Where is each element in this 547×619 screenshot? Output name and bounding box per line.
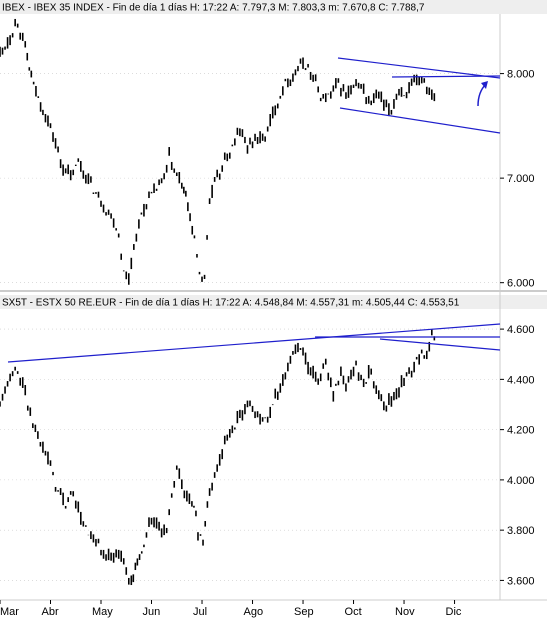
ibex-horizontal-resistance-line	[391, 75, 501, 78]
sx5t-gridlines	[0, 328, 500, 581]
sx5t-tick-label: 4.600	[507, 324, 535, 336]
sx5t-tick-label: 3.600	[507, 575, 535, 587]
ibex-gridlines	[0, 73, 500, 283]
month-label: Jul	[193, 606, 207, 618]
ibex-tick-label: 7.000	[507, 173, 535, 185]
sx5t-tick-label: 3.800	[507, 525, 535, 537]
month-label: Oct	[345, 606, 362, 618]
ibex-price-bars	[0, 18, 436, 285]
ibex-tick-label: 8.000	[507, 69, 535, 81]
month-label: Mar	[0, 606, 19, 618]
month-label: May	[92, 606, 113, 618]
sx5t-support-line	[379, 338, 501, 351]
sx5t-price-bars	[0, 329, 436, 586]
ibex-tick-label: 6.000	[507, 278, 535, 290]
month-labels: Mar Abr May Jun Jul Ago Sep Oct Nov Dic	[0, 600, 462, 618]
month-label: Abr	[42, 606, 59, 618]
month-label: Sep	[294, 606, 314, 618]
ibex-panel-header	[0, 0, 547, 14]
sx5t-tick-label: 4.400	[507, 374, 535, 386]
sx5t-panel-header	[0, 295, 547, 309]
ibex-y-ticks: 8.000 7.000 6.000	[500, 69, 535, 290]
month-label: Dic	[446, 606, 462, 618]
month-label: Ago	[244, 606, 264, 618]
sx5t-panel-title: SX5T - ESTX 50 RE.EUR - Fin de día 1 día…	[2, 298, 460, 309]
ibex-panel-title: IBEX - IBEX 35 INDEX - Fin de día 1 días…	[2, 3, 425, 14]
ibex-channel-lower-line	[339, 107, 501, 134]
sx5t-tick-label: 4.000	[507, 475, 535, 487]
ibex-channel-upper-line	[337, 57, 501, 79]
sx5t-long-trendline	[7, 323, 501, 363]
sx5t-tick-label: 4.200	[507, 425, 535, 437]
sx5t-y-ticks: 4.600 4.400 4.200 4.000 3.800 3.600	[500, 324, 535, 587]
month-label: Jun	[143, 606, 161, 618]
month-label: Nov	[395, 606, 415, 618]
arrow-head-icon	[481, 81, 488, 89]
